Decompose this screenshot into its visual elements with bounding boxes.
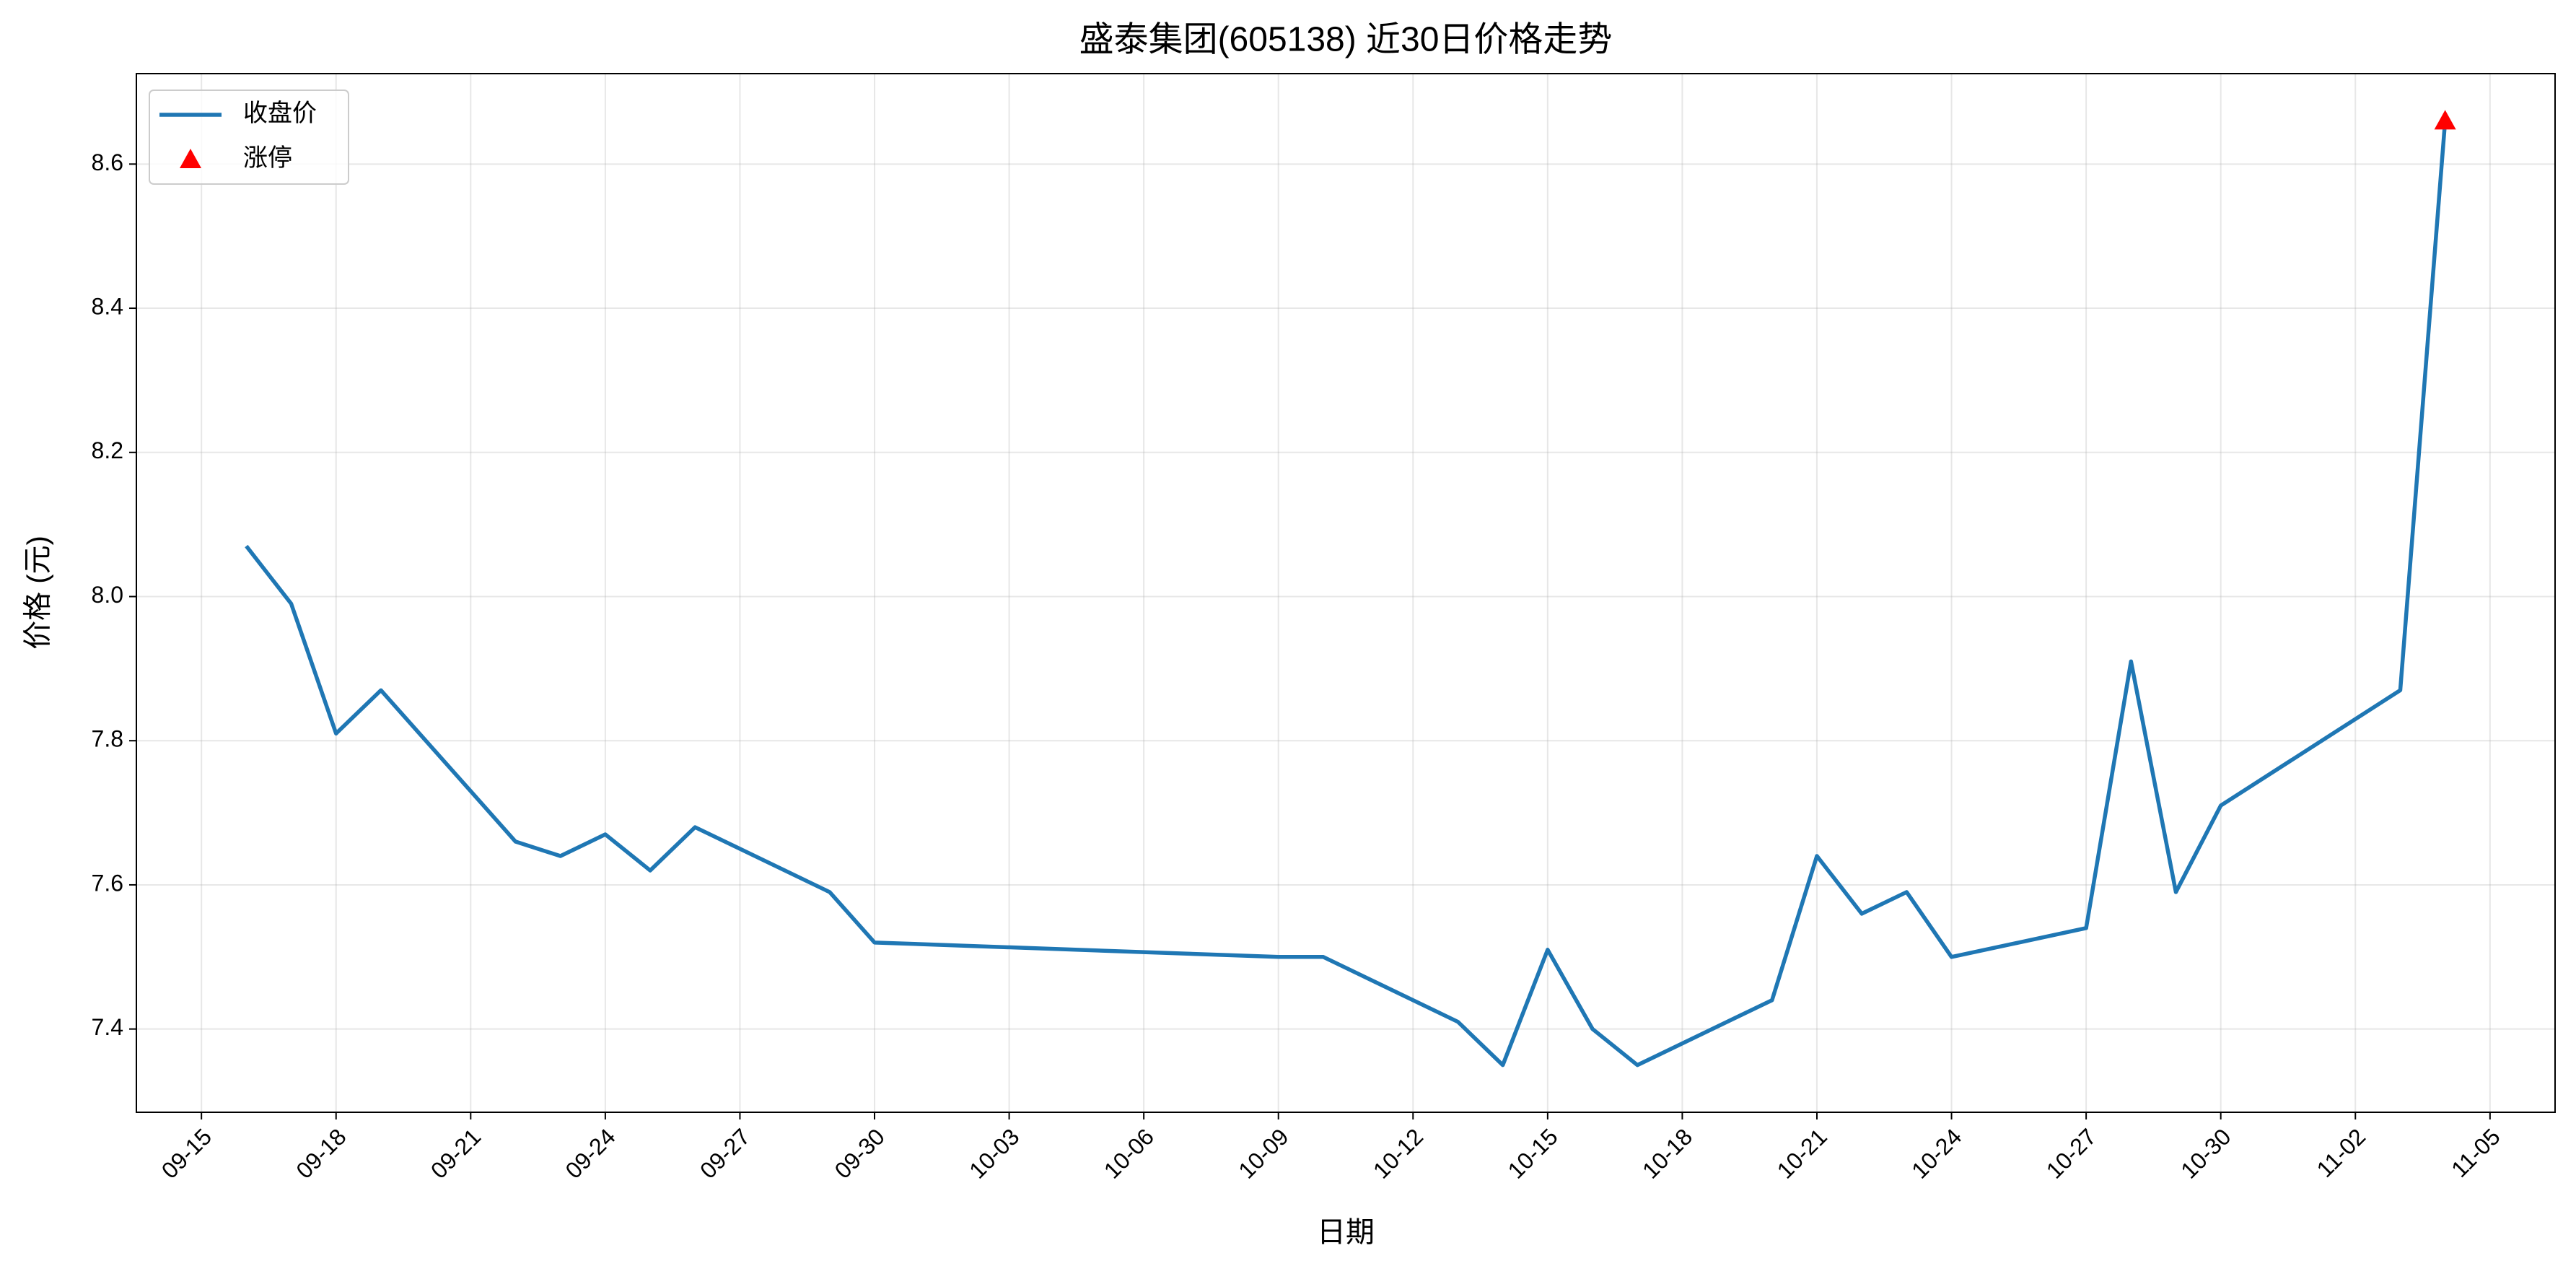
x-tick-label: 10-06 <box>1099 1123 1159 1183</box>
x-tick-label: 11-02 <box>2312 1123 2371 1182</box>
x-tick-label: 10-09 <box>1233 1123 1293 1183</box>
x-tick-label: 11-05 <box>2446 1123 2505 1182</box>
x-tick-label: 09-15 <box>157 1123 216 1183</box>
price-line <box>245 121 2448 1068</box>
y-tick-label: 8.4 <box>92 294 123 320</box>
x-tick-label: 10-21 <box>1772 1123 1832 1183</box>
x-tick-label: 10-12 <box>1368 1123 1428 1183</box>
y-tick-label: 8.0 <box>92 582 123 608</box>
x-tick-label: 09-30 <box>830 1123 890 1183</box>
x-tick-label: 10-18 <box>1637 1123 1697 1183</box>
x-axis-label: 日期 <box>1317 1217 1375 1249</box>
y-tick-label: 7.4 <box>92 1014 123 1040</box>
y-tick-label: 7.6 <box>92 870 123 896</box>
legend-label: 收盘价 <box>243 100 317 127</box>
x-tick-label: 09-27 <box>695 1123 755 1183</box>
x-tick-label: 10-03 <box>964 1123 1024 1183</box>
x-tick-label: 10-30 <box>2176 1123 2235 1183</box>
x-tick-label: 09-18 <box>291 1123 351 1183</box>
x-tick-label: 09-21 <box>426 1123 486 1183</box>
y-tick-label: 8.2 <box>92 437 123 463</box>
x-tick-label: 10-15 <box>1502 1123 1562 1183</box>
y-tick-label: 7.8 <box>92 726 123 752</box>
y-axis-label: 价格 (元) <box>22 536 54 650</box>
limit-up-marker <box>2434 110 2456 130</box>
x-tick-label: 10-24 <box>1906 1123 1966 1183</box>
legend-label: 涨停 <box>243 144 292 172</box>
x-tick-label: 10-27 <box>2041 1123 2101 1183</box>
legend-marker <box>180 149 201 168</box>
chart-title: 盛泰集团(605138) 近30日价格走势 <box>1079 21 1613 59</box>
plot-frame <box>136 73 2556 1113</box>
y-tick-label: 8.6 <box>92 149 123 175</box>
x-tick-label: 09-24 <box>560 1123 620 1183</box>
